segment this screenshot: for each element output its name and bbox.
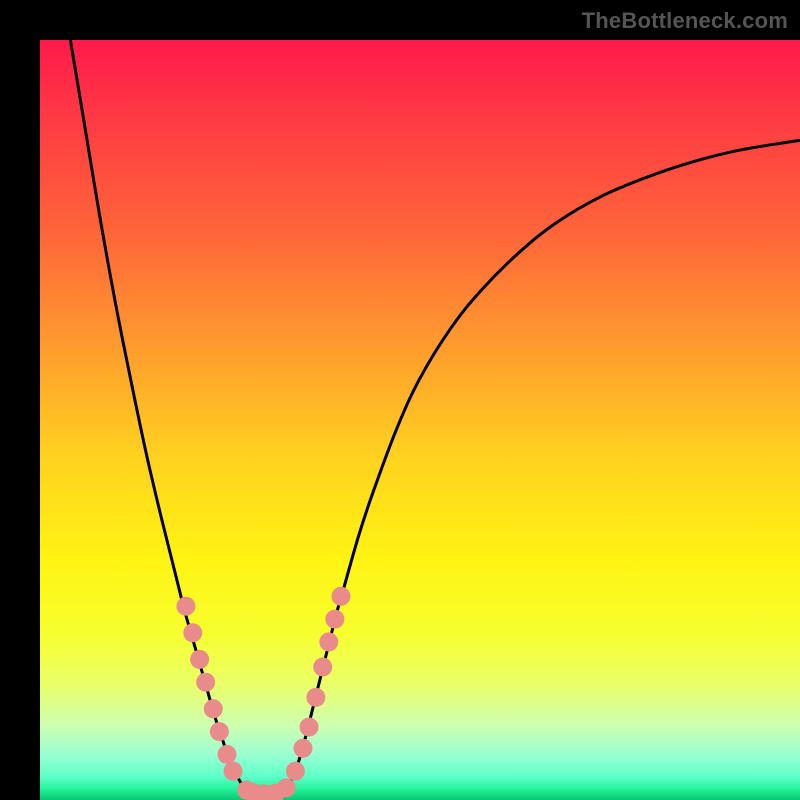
marker-dot <box>224 762 243 781</box>
bottleneck-curve <box>70 40 800 796</box>
marker-group <box>176 587 350 800</box>
marker-dot <box>325 610 344 629</box>
marker-dot <box>286 762 305 781</box>
marker-dot <box>331 587 350 606</box>
marker-dot <box>196 673 215 692</box>
watermark-text: TheBottleneck.com <box>582 8 788 34</box>
marker-dot <box>306 688 325 707</box>
marker-dot <box>176 597 195 616</box>
marker-dot <box>313 658 332 677</box>
outer-frame: TheBottleneck.com <box>0 0 800 800</box>
marker-dot <box>300 718 319 737</box>
marker-dot <box>319 632 338 651</box>
chart-overlay <box>40 40 800 800</box>
marker-dot <box>204 699 223 718</box>
marker-dot <box>183 623 202 642</box>
plot-area <box>40 40 800 800</box>
marker-dot <box>277 778 296 797</box>
marker-dot <box>210 722 229 741</box>
marker-dot <box>217 745 236 764</box>
marker-dot <box>293 739 312 758</box>
marker-dot <box>190 650 209 669</box>
